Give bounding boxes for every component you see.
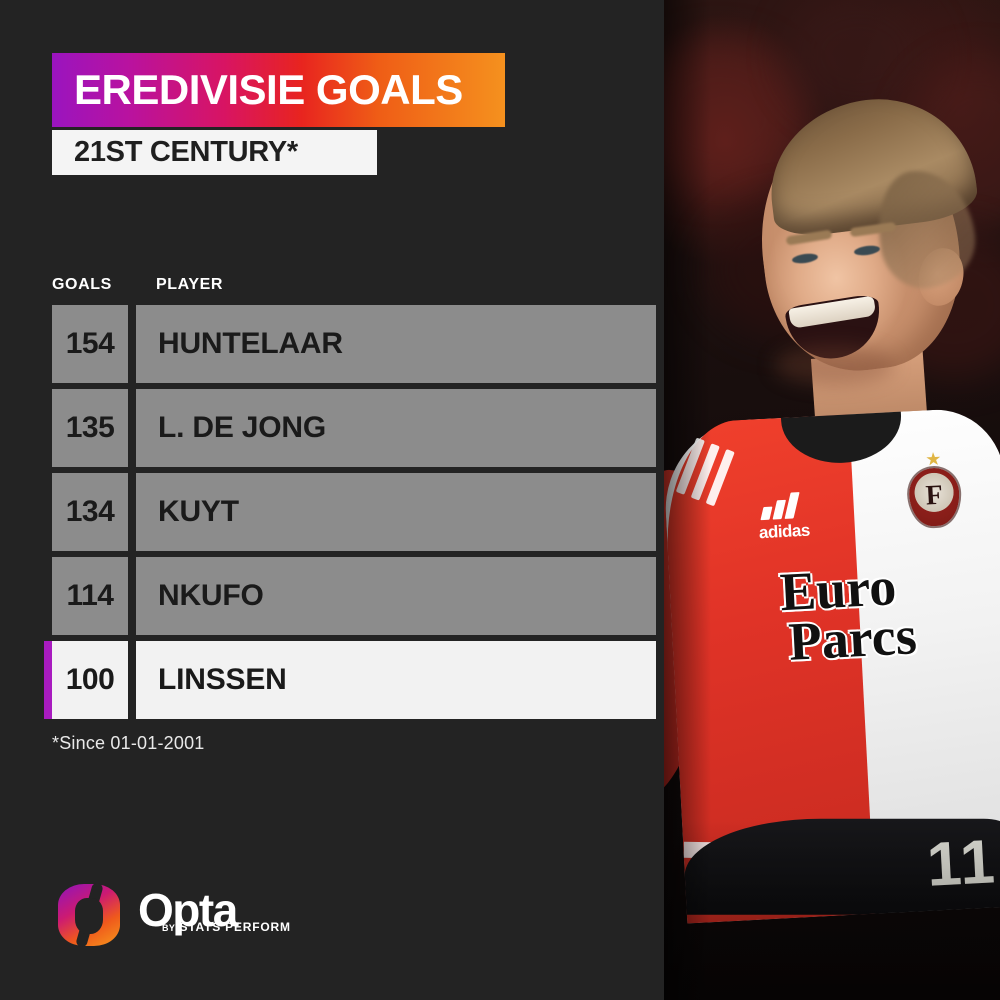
opta-wordmark: Opta bbox=[138, 884, 238, 936]
column-header-goals: GOALS bbox=[52, 276, 112, 293]
row-accent-bar bbox=[44, 641, 52, 719]
opta-byline: BY STATS PERFORM bbox=[162, 920, 291, 934]
goals-table: 154 HUNTELAAR 135 L. DE JONG 134 KUYT 11… bbox=[44, 305, 656, 725]
title-banner: EREDIVISIE GOALS bbox=[52, 53, 505, 127]
opta-logo: Opta BY STATS PERFORM bbox=[58, 881, 290, 949]
shorts-number: 11 bbox=[925, 827, 999, 900]
table-row-highlighted: 100 LINSSEN bbox=[44, 641, 656, 719]
player-chin-shadow bbox=[774, 345, 894, 385]
opta-logo-icon bbox=[58, 881, 120, 949]
table-row: 154 HUNTELAAR bbox=[52, 305, 656, 383]
table-row: 135 L. DE JONG bbox=[52, 389, 656, 467]
row-goals-value: 134 bbox=[52, 473, 128, 551]
row-player-name: HUNTELAAR bbox=[136, 305, 656, 383]
column-header-player: PLAYER bbox=[156, 276, 224, 293]
row-player-name: L. DE JONG bbox=[136, 389, 656, 467]
subtitle-banner: 21ST CENTURY* bbox=[52, 130, 377, 175]
player-photo: adidas ★ Euro Parcs 11 bbox=[664, 0, 1000, 1000]
jersey-star-icon: ★ bbox=[924, 448, 942, 470]
player-jersey: adidas ★ Euro Parcs 11 bbox=[664, 406, 1000, 924]
page-subtitle: 21ST CENTURY* bbox=[74, 136, 298, 168]
page-title: EREDIVISIE GOALS bbox=[74, 66, 463, 113]
table-row: 114 NKUFO bbox=[52, 557, 656, 635]
adidas-wordmark: adidas bbox=[758, 520, 811, 543]
adidas-logo-icon bbox=[760, 492, 806, 521]
table-column-headers: GOALS PLAYER bbox=[52, 276, 652, 298]
row-goals-value: 154 bbox=[52, 305, 128, 383]
row-player-name: KUYT bbox=[136, 473, 656, 551]
opta-byline-brand: STATS PERFORM bbox=[179, 920, 291, 934]
row-goals-value: 135 bbox=[52, 389, 128, 467]
row-goals-value: 100 bbox=[52, 641, 128, 719]
opta-byline-by: BY bbox=[162, 923, 176, 933]
footnote: *Since 01-01-2001 bbox=[52, 733, 205, 753]
table-row: 134 KUYT bbox=[52, 473, 656, 551]
opta-logo-text: Opta BY STATS PERFORM bbox=[138, 884, 290, 946]
jersey-sponsor-text: Euro Parcs bbox=[779, 556, 1000, 671]
row-player-name: LINSSEN bbox=[136, 641, 656, 719]
row-goals-value: 114 bbox=[52, 557, 128, 635]
row-player-name: NKUFO bbox=[136, 557, 656, 635]
